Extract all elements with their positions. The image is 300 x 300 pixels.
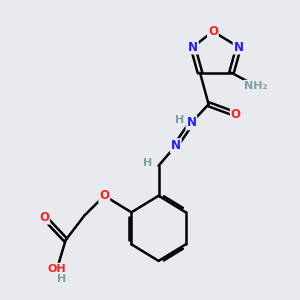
Text: N: N (234, 40, 244, 54)
Text: N: N (188, 40, 198, 54)
Text: N: N (187, 116, 196, 129)
Text: O: O (39, 211, 49, 224)
Text: NH₂: NH₂ (244, 81, 268, 91)
Text: H: H (57, 274, 66, 284)
Text: OH: OH (48, 264, 66, 274)
Text: N: N (171, 139, 181, 152)
Text: H: H (142, 158, 152, 168)
Text: H: H (175, 115, 184, 125)
Text: O: O (231, 108, 241, 121)
Text: O: O (208, 25, 218, 38)
Text: O: O (99, 189, 109, 202)
